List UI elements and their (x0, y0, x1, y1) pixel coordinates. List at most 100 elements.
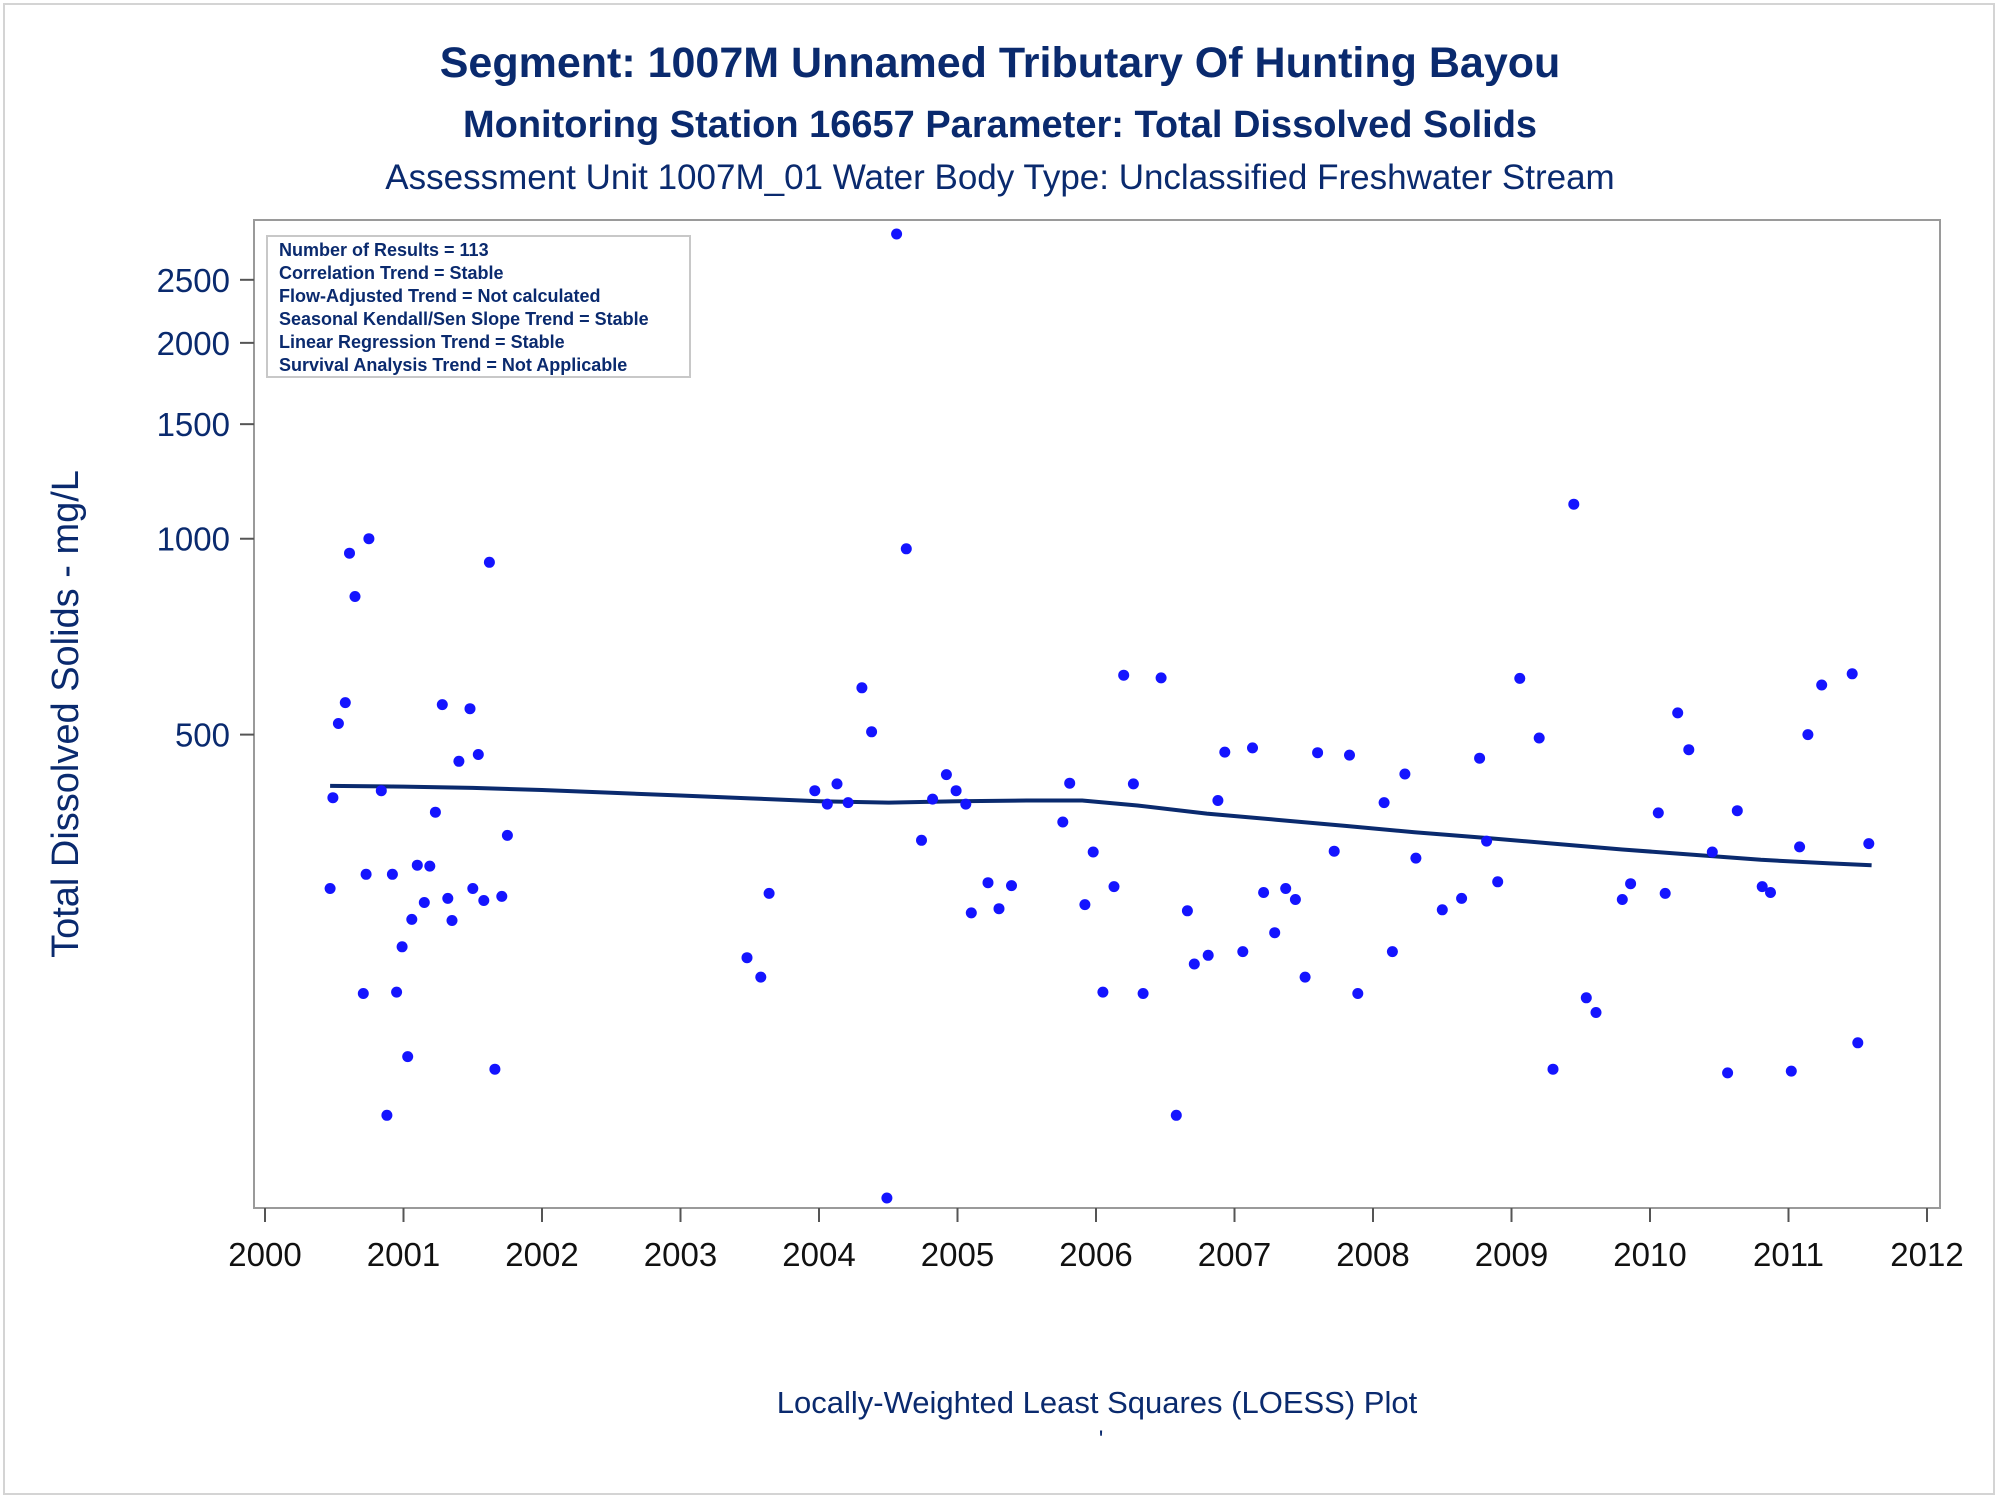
data-point (1188, 958, 1200, 970)
data-points (324, 228, 1875, 1204)
data-point (375, 785, 387, 797)
data-point (1378, 797, 1390, 809)
x-tick-label: 2004 (782, 1236, 855, 1273)
data-point (386, 868, 398, 880)
data-point (1344, 749, 1355, 761)
data-point (842, 797, 854, 809)
data-point (1006, 880, 1017, 892)
data-point (1852, 1037, 1864, 1049)
data-point (1127, 778, 1139, 790)
x-tick-label: 2009 (1475, 1236, 1548, 1273)
trend-info-box-border (266, 235, 691, 378)
data-point (402, 1051, 414, 1063)
data-point (1794, 841, 1806, 853)
data-point (349, 591, 361, 602)
data-point (1280, 883, 1292, 894)
data-point (1481, 835, 1493, 847)
x-tick-label: 2008 (1336, 1236, 1409, 1273)
data-point (1756, 881, 1768, 893)
data-point (993, 903, 1005, 915)
x-tick-label: 2005 (921, 1236, 994, 1273)
footnote-mark: ' (1099, 1426, 1104, 1453)
data-point (1155, 672, 1167, 684)
data-point (1580, 992, 1592, 1004)
chart-subtitle-2: Assessment Unit 1007M_01 Water Body Type… (385, 158, 1614, 197)
x-tick-label: 2012 (1890, 1236, 1963, 1273)
data-point (821, 798, 833, 810)
data-point (472, 749, 484, 760)
data-point (831, 778, 843, 790)
data-point (1492, 876, 1504, 888)
data-point (741, 952, 753, 964)
data-point (1312, 747, 1324, 759)
data-point (496, 890, 508, 902)
x-tick-label: 2011 (1753, 1236, 1824, 1273)
data-point (1328, 845, 1340, 857)
data-point (1722, 1067, 1734, 1079)
data-point (950, 785, 962, 797)
y-tick-label: 2000 (157, 325, 230, 362)
y-tick-label: 500 (175, 717, 230, 754)
x-tick-label: 2010 (1613, 1236, 1686, 1273)
data-point (755, 971, 767, 983)
data-point (1436, 904, 1448, 916)
data-point (327, 792, 339, 804)
data-point (1590, 1007, 1602, 1018)
data-point (982, 877, 994, 889)
data-point (763, 887, 775, 899)
data-point (1181, 905, 1193, 917)
data-point (1057, 816, 1069, 828)
data-point (396, 941, 408, 953)
trend-info-line: Seasonal Kendall/Sen Slope Trend = Stabl… (279, 309, 649, 329)
loess-trend-line (330, 783, 1872, 868)
trend-info-line: Linear Regression Trend = Stable (279, 332, 565, 352)
y-tick-label: 1500 (157, 406, 230, 443)
trend-info-line: Flow-Adjusted Trend = Not calculated (279, 286, 601, 306)
x-axis-label: Locally-Weighted Least Squares (LOESS) P… (777, 1385, 1418, 1420)
data-point (1386, 946, 1398, 958)
data-point (406, 913, 418, 925)
data-point (411, 859, 423, 871)
data-point (1299, 971, 1311, 983)
data-point (1547, 1063, 1559, 1075)
data-point (360, 868, 372, 880)
data-point (1625, 878, 1637, 890)
chart-frame (3, 3, 1995, 1495)
data-point (339, 697, 351, 709)
x-tick-label: 2006 (1059, 1236, 1132, 1273)
data-point (446, 915, 458, 926)
y-tick-label: 2500 (157, 262, 230, 299)
data-point (1706, 846, 1718, 858)
data-point (1137, 988, 1149, 999)
data-point (489, 1063, 501, 1075)
data-point (866, 726, 878, 738)
data-point (391, 986, 403, 998)
data-point (1785, 1065, 1797, 1077)
data-point (483, 556, 495, 568)
data-point (965, 907, 977, 919)
data-point (436, 699, 448, 711)
data-point (1802, 729, 1814, 741)
data-point (1410, 852, 1422, 864)
data-point (1514, 672, 1526, 684)
data-point (344, 547, 355, 559)
data-point (453, 755, 465, 767)
data-point (424, 860, 436, 872)
data-point (467, 883, 479, 894)
data-point (429, 806, 441, 818)
data-point (1108, 881, 1120, 893)
data-point (464, 703, 476, 715)
data-point (357, 988, 369, 999)
x-tick-label: 2001 (367, 1236, 440, 1273)
data-point (442, 892, 454, 904)
data-point (478, 895, 490, 906)
data-point (1247, 742, 1258, 754)
data-point (960, 798, 972, 810)
data-point (1846, 668, 1858, 680)
data-point (1202, 949, 1214, 961)
trend-info-box: Number of Results = 113 Correlation Trend… (266, 235, 691, 378)
data-point (809, 785, 821, 797)
data-point (1652, 807, 1664, 819)
data-point (418, 897, 430, 908)
